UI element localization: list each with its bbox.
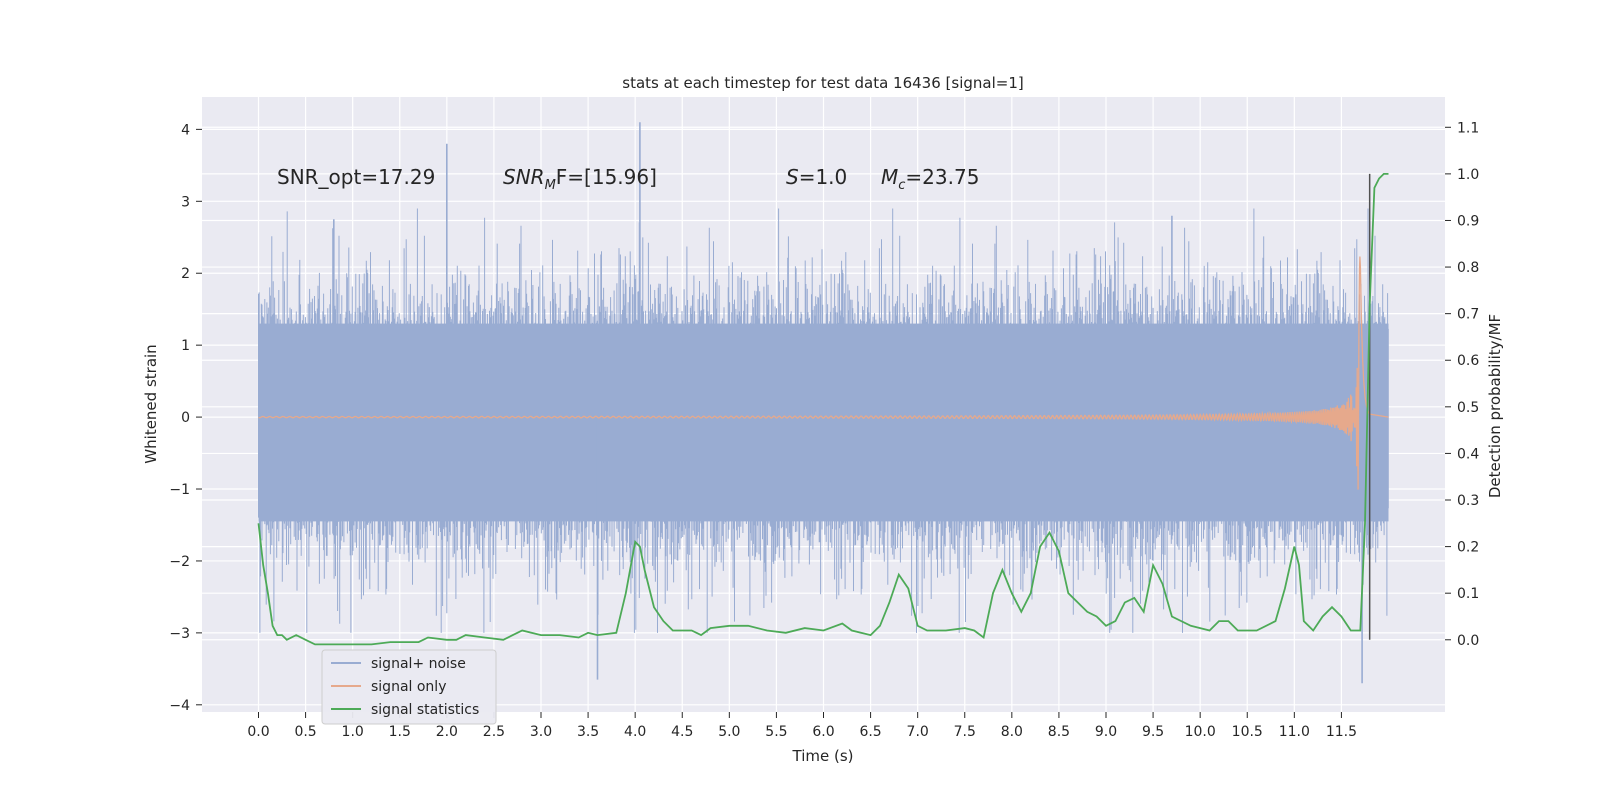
x-ticks: 0.0 0.5 1.0 1.5 2.0 2.5 3.0 3.5 4.0 4.5 5.0 5.5 6.0 6…	[247, 712, 1357, 740]
y-tick-label: −3	[169, 626, 190, 642]
x-tick-label: 5.5	[765, 724, 787, 740]
annotation-mc-rest: =23.75	[905, 165, 979, 189]
x-tick-label: 6.0	[812, 724, 834, 740]
legend-label-signal-noise: signal+ noise	[371, 656, 466, 672]
x-tick-label: 2.0	[436, 724, 458, 740]
x-tick-label: 9.0	[1095, 724, 1117, 740]
series-signal-only	[258, 256, 1389, 490]
x-tick-label: 7.0	[907, 724, 929, 740]
x-tick-label: 3.5	[577, 724, 599, 740]
y-ticks: −4 −3 −2 −1 0 1 2 3 4	[169, 122, 202, 714]
x-tick-label: 10.5	[1232, 724, 1263, 740]
x-tick-label: 8.5	[1048, 724, 1070, 740]
x-tick-label: 9.5	[1142, 724, 1164, 740]
x-tick-label: 7.5	[954, 724, 976, 740]
y-tick-label: 4	[181, 122, 190, 138]
y-tick-label: 2	[181, 266, 190, 282]
y2-tick-label: 0.3	[1457, 493, 1479, 509]
x-tick-label: 11.0	[1279, 724, 1310, 740]
x-tick-label: 3.0	[530, 724, 552, 740]
y2-tick-label: 0.9	[1457, 213, 1479, 229]
chart-title: stats at each timestep for test data 164…	[622, 74, 1023, 92]
legend: signal+ noise signal only signal statist…	[321, 649, 497, 725]
y2-tick-label: 0.8	[1457, 260, 1479, 276]
x-tick-label: 10.0	[1185, 724, 1216, 740]
y2-tick-label: 0.4	[1457, 446, 1479, 462]
y-tick-label: 3	[181, 194, 190, 210]
y2-tick-label: 0.7	[1457, 307, 1479, 323]
y-tick-label: 0	[181, 410, 190, 426]
x-tick-label: 0.5	[294, 724, 316, 740]
y-tick-label: 1	[181, 338, 190, 354]
y2-tick-label: 0.6	[1457, 353, 1479, 369]
y2-tick-label: 1.1	[1457, 120, 1479, 136]
annotation-s-main: S	[786, 165, 799, 189]
annotation-s-rest: =1.0	[799, 165, 848, 189]
x-tick-label: 11.5	[1326, 724, 1357, 740]
y-tick-label: −4	[169, 698, 190, 714]
x-tick-label: 5.0	[718, 724, 740, 740]
noise-peaks	[333, 122, 1363, 684]
x-tick-label: 1.5	[389, 724, 411, 740]
x-tick-label: 4.0	[624, 724, 646, 740]
y2-tick-label: 1.0	[1457, 167, 1479, 183]
y2-tick-label: 0.0	[1457, 633, 1479, 649]
legend-box	[321, 649, 497, 725]
annotation-snr-mf-rest: F=[15.96]	[556, 165, 657, 189]
x-tick-label: 4.5	[671, 724, 693, 740]
y2-ticks: 0.0 0.1 0.2 0.3 0.4 0.5 0.6 0.7 0.8 0.9 1.0 1.1	[1445, 120, 1479, 649]
y2-axis-label: Detection probability/MF	[1486, 314, 1504, 498]
series-signal-noise	[258, 122, 1389, 684]
legend-label-signal-only: signal only	[371, 679, 446, 695]
annotation-snr-mf: SNRMF=[15.96]	[503, 165, 657, 193]
y-tick-label: −1	[169, 482, 190, 498]
annotation-mc-main: M	[881, 165, 898, 189]
signal-chirp	[258, 256, 1389, 490]
annotation-mc-sub: c	[898, 178, 905, 193]
annotation-mc: Mc=23.75	[881, 165, 979, 193]
y2-tick-label: 0.2	[1457, 540, 1479, 556]
y-axis-label: Whitened strain	[142, 344, 160, 463]
series-signal-statistics	[257, 172, 1389, 646]
annotation-s: S=1.0	[786, 165, 847, 189]
x-tick-label: 6.5	[859, 724, 881, 740]
x-axis-label: Time (s)	[792, 747, 854, 765]
x-tick-label: 2.5	[483, 724, 505, 740]
annotation-snr-mf-main: SNR	[503, 165, 545, 189]
y-tick-label: −2	[169, 554, 190, 570]
x-tick-label: 0.0	[247, 724, 269, 740]
annotation-snr-opt: SNR_opt=17.29	[277, 165, 435, 189]
noise-band	[258, 323, 1389, 522]
y2-tick-label: 0.1	[1457, 586, 1479, 602]
y2-tick-label: 0.5	[1457, 400, 1479, 416]
x-tick-label: 8.0	[1001, 724, 1023, 740]
annotation-snr-mf-sub: M	[545, 178, 556, 193]
legend-label-signal-statistics: signal statistics	[371, 702, 479, 718]
x-tick-label: 1.0	[342, 724, 364, 740]
